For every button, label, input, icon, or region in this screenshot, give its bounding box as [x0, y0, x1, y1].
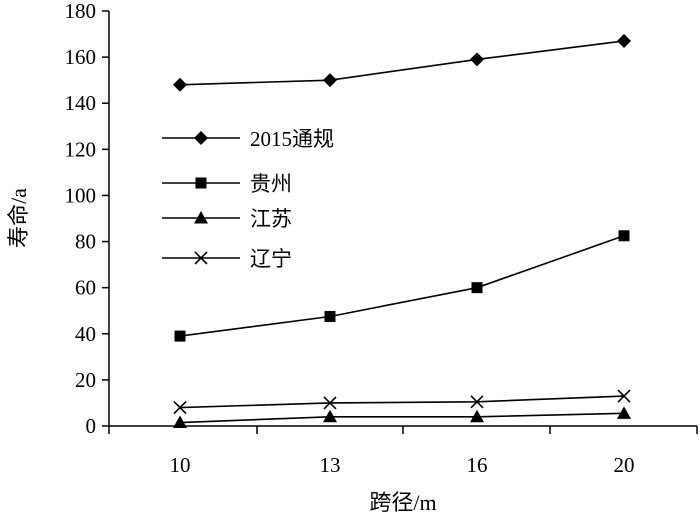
x-tick-label: 13: [320, 453, 341, 477]
x-tick-label: 16: [467, 453, 488, 477]
triangle-marker: [173, 415, 187, 429]
y-tick-label: 0: [86, 414, 97, 438]
y-tick-label: 160: [65, 45, 97, 69]
square-marker: [618, 230, 630, 242]
series-0: [173, 33, 631, 92]
series-line: [179, 40, 625, 86]
square-marker: [195, 177, 207, 189]
series-1: [174, 230, 630, 342]
y-tick-label: 100: [65, 183, 97, 207]
x-marker: [617, 389, 631, 403]
series-line: [179, 395, 625, 409]
y-tick-label: 60: [75, 276, 96, 300]
y-tick-label: 80: [75, 230, 96, 254]
y-tick-label: 120: [65, 137, 97, 161]
legend-entry: 江苏: [162, 207, 292, 231]
series-line: [179, 412, 625, 424]
y-tick-label: 20: [75, 368, 96, 392]
square-marker: [174, 330, 186, 342]
x-marker: [194, 251, 208, 265]
diamond-marker: [617, 33, 631, 48]
triangle-marker: [617, 406, 631, 419]
diamond-marker: [173, 77, 187, 92]
triangle-marker: [323, 409, 337, 423]
y-axis-label: 寿命/a: [6, 188, 31, 248]
y-tick-label: 40: [75, 322, 96, 346]
x-marker: [173, 400, 187, 415]
x-axis-label: 跨径/m: [369, 490, 436, 515]
diamond-marker: [194, 131, 208, 145]
x-marker: [323, 396, 337, 410]
legend-label: 2015通规: [250, 127, 334, 151]
x-marker: [470, 395, 484, 409]
legend-label: 贵州: [250, 172, 292, 196]
series-2: [173, 406, 631, 429]
legend-entry: 贵州: [162, 172, 292, 196]
legend-entry: 辽宁: [162, 247, 292, 271]
square-marker: [324, 310, 336, 322]
x-tick-label: 20: [614, 453, 635, 477]
legend-label: 辽宁: [250, 247, 292, 271]
legend-label: 江苏: [250, 207, 292, 231]
axes: 0 20 40 60 80 100 120 140 160 180 10 13 16 20: [65, 0, 698, 477]
series-layer: [173, 33, 631, 429]
y-tick-label: 140: [65, 91, 97, 115]
triangle-marker: [194, 211, 208, 224]
square-marker: [471, 282, 483, 294]
x-tick-label: 10: [170, 453, 191, 477]
diamond-marker: [323, 73, 337, 88]
triangle-marker: [470, 409, 484, 423]
y-tick-label: 180: [65, 0, 97, 23]
legend-entry: 2015通规: [162, 127, 334, 151]
diamond-marker: [470, 52, 484, 67]
series-3: [173, 389, 631, 415]
series-line: [179, 235, 625, 337]
